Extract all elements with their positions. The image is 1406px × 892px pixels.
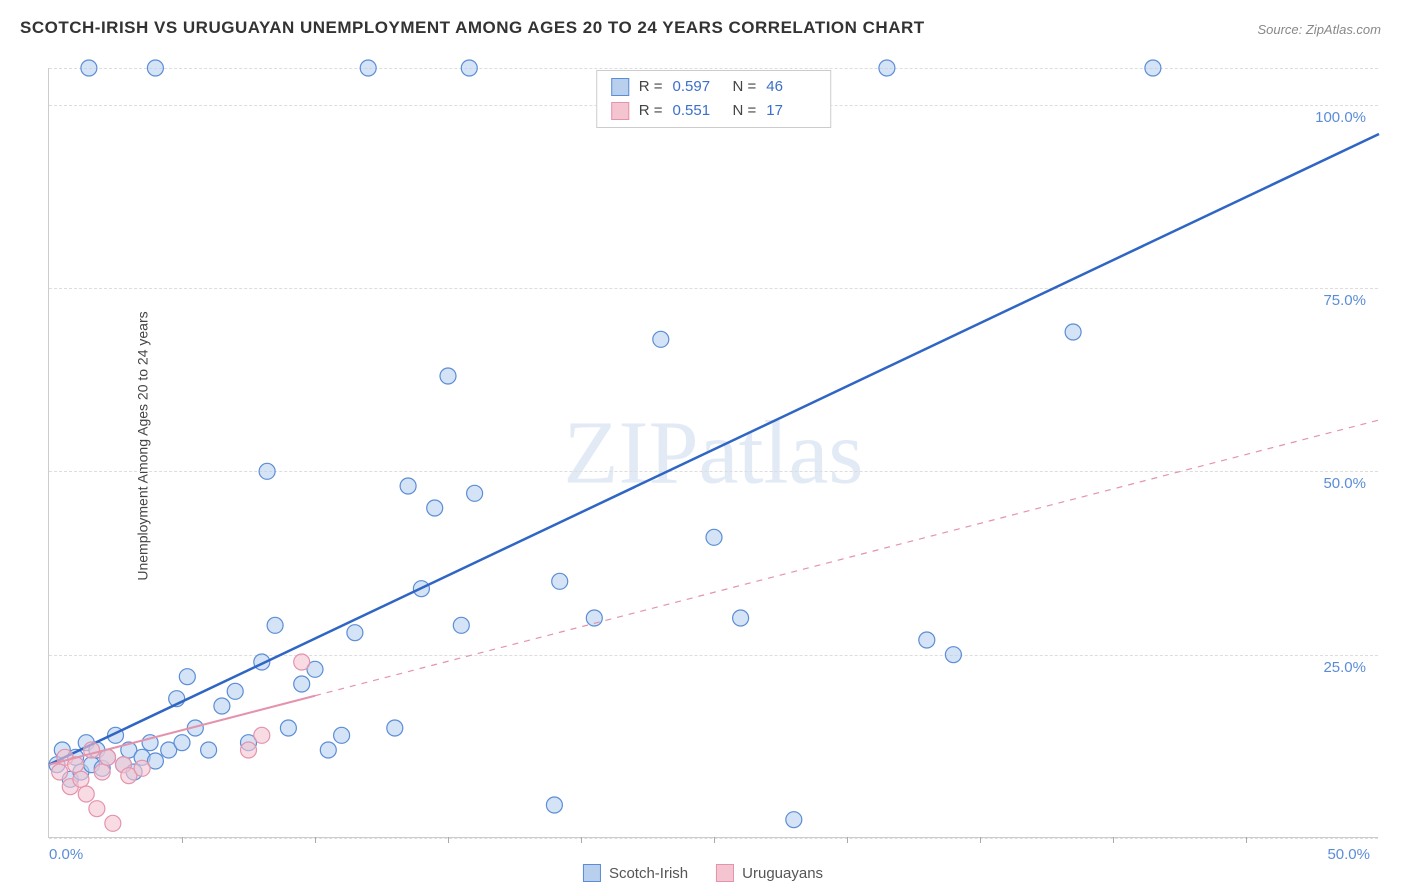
scatter-point [227, 683, 243, 699]
legend-item: Uruguayans [716, 864, 823, 882]
scatter-point [453, 617, 469, 633]
scatter-point [360, 60, 376, 76]
legend-swatch [611, 78, 629, 96]
scatter-point [147, 60, 163, 76]
n-value: 46 [766, 75, 816, 99]
y-tick-label: 100.0% [1315, 109, 1366, 126]
n-value: 17 [766, 99, 816, 123]
scatter-point [241, 742, 257, 758]
x-tick [980, 837, 981, 843]
scatter-point [1065, 324, 1081, 340]
legend-row: R = 0.597 N = 46 [611, 75, 817, 99]
scatter-point [467, 485, 483, 501]
scatter-point [400, 478, 416, 494]
scatter-point [134, 760, 150, 776]
scatter-point [546, 797, 562, 813]
r-label: R = [639, 99, 663, 123]
source-attribution: Source: ZipAtlas.com [1257, 22, 1381, 37]
x-tick-label: 50.0% [1327, 846, 1370, 863]
scatter-point [214, 698, 230, 714]
scatter-point [786, 812, 802, 828]
y-tick-label: 50.0% [1323, 475, 1366, 492]
scatter-point [387, 720, 403, 736]
scatter-point [427, 500, 443, 516]
legend-item: Scotch-Irish [583, 864, 688, 882]
scatter-point [552, 573, 568, 589]
x-tick [714, 837, 715, 843]
x-tick [448, 837, 449, 843]
x-tick [315, 837, 316, 843]
trend-line [49, 696, 315, 765]
scatter-point [73, 771, 89, 787]
correlation-legend: R = 0.597 N = 46 R = 0.551 N = 17 [596, 70, 832, 128]
scatter-point [733, 610, 749, 626]
scatter-point [81, 60, 97, 76]
legend-swatch [611, 102, 629, 120]
scatter-point [706, 529, 722, 545]
scatter-plot-svg [49, 68, 1378, 837]
scatter-point [945, 647, 961, 663]
legend-swatch [583, 864, 601, 882]
scatter-point [267, 617, 283, 633]
scatter-point [89, 801, 105, 817]
legend-row: R = 0.551 N = 17 [611, 99, 817, 123]
y-tick-label: 25.0% [1323, 659, 1366, 676]
scatter-point [179, 669, 195, 685]
scatter-point [879, 60, 895, 76]
scatter-point [105, 815, 121, 831]
scatter-point [461, 60, 477, 76]
legend-swatch [716, 864, 734, 882]
plot-area: ZIPatlas R =0.597N =46R =0.551N =17 25.0… [48, 68, 1378, 838]
source-value: ZipAtlas.com [1306, 22, 1381, 37]
scatter-point [174, 735, 190, 751]
scatter-point [653, 331, 669, 347]
scatter-point [78, 786, 94, 802]
x-tick [182, 837, 183, 843]
scatter-point [94, 764, 110, 780]
n-label: N = [733, 99, 757, 123]
legend-label: Uruguayans [742, 865, 823, 882]
scatter-point [294, 676, 310, 692]
source-label: Source: [1257, 22, 1305, 37]
scatter-point [334, 727, 350, 743]
x-tick-label: 0.0% [49, 846, 83, 863]
r-label: R = [639, 75, 663, 99]
x-tick [847, 837, 848, 843]
legend-label: Scotch-Irish [609, 865, 688, 882]
n-label: N = [733, 75, 757, 99]
y-tick-label: 75.0% [1323, 292, 1366, 309]
scatter-point [280, 720, 296, 736]
scatter-point [440, 368, 456, 384]
series-legend: Scotch-Irish Uruguayans [583, 864, 823, 882]
r-value: 0.551 [673, 99, 723, 123]
scatter-point [347, 625, 363, 641]
x-tick [1113, 837, 1114, 843]
scatter-point [919, 632, 935, 648]
x-tick [581, 837, 582, 843]
chart-title: SCOTCH-IRISH VS URUGUAYAN UNEMPLOYMENT A… [20, 18, 925, 38]
scatter-point [1145, 60, 1161, 76]
scatter-point [254, 727, 270, 743]
scatter-point [201, 742, 217, 758]
r-value: 0.597 [673, 75, 723, 99]
scatter-point [52, 764, 68, 780]
trend-line-extrapolated [315, 420, 1379, 696]
scatter-point [259, 463, 275, 479]
x-tick [1246, 837, 1247, 843]
scatter-point [294, 654, 310, 670]
trend-line [49, 134, 1379, 765]
scatter-point [320, 742, 336, 758]
